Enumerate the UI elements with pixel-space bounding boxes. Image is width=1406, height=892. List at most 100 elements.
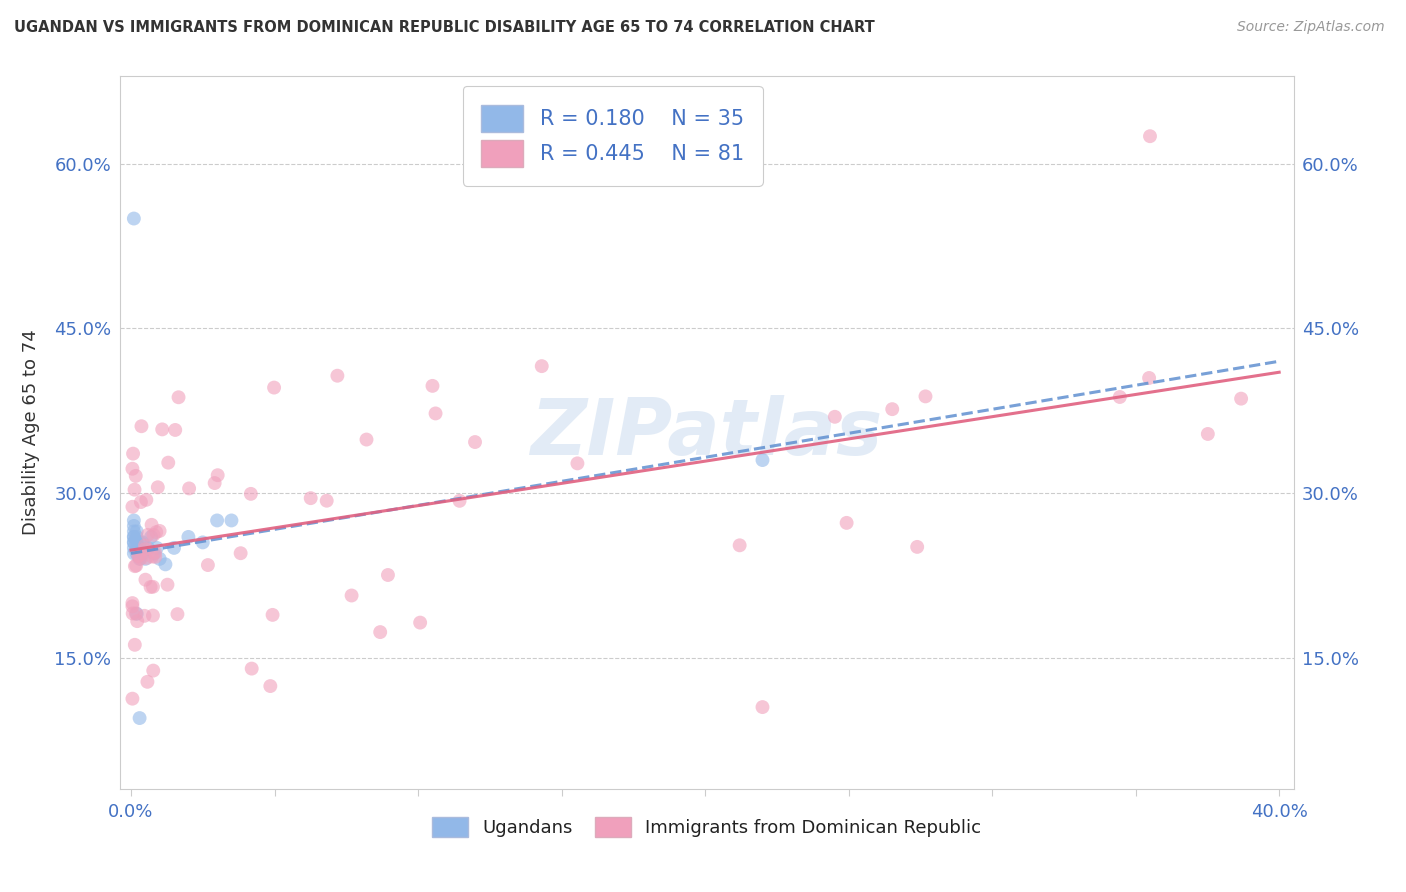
Point (315, 493, 337, 508)
Point (128, 711, 150, 725)
Point (134, 573, 156, 587)
Point (751, 700, 773, 714)
Point (125, 558, 148, 573)
Text: ZIPatlas: ZIPatlas (530, 394, 883, 471)
Legend: Ugandans, Immigrants from Dominican Republic: Ugandans, Immigrants from Dominican Repu… (425, 809, 988, 845)
Point (149, 552, 172, 566)
Point (204, 476, 226, 491)
Point (422, 379, 444, 393)
Point (141, 549, 163, 564)
Point (530, 359, 553, 373)
Point (122, 513, 145, 527)
Point (882, 402, 904, 417)
Point (165, 423, 187, 437)
Point (1139, 129, 1161, 144)
Point (122, 211, 145, 226)
Point (1230, 392, 1253, 406)
Point (125, 541, 148, 555)
Point (124, 483, 146, 497)
Point (191, 535, 214, 549)
Point (259, 679, 281, 693)
Point (122, 447, 145, 461)
Point (197, 558, 219, 572)
Point (127, 549, 149, 564)
Point (146, 480, 169, 494)
Point (263, 381, 285, 395)
Point (449, 493, 471, 508)
Point (122, 530, 145, 544)
Point (728, 538, 751, 552)
Point (121, 607, 143, 621)
Point (125, 546, 148, 560)
Point (139, 580, 162, 594)
Point (134, 539, 156, 553)
Y-axis label: Disability Age 65 to 74: Disability Age 65 to 74 (22, 330, 41, 535)
Point (163, 541, 186, 555)
Point (131, 419, 153, 434)
Point (122, 546, 145, 560)
Point (136, 674, 159, 689)
Point (142, 664, 165, 678)
Point (146, 541, 169, 555)
Point (124, 638, 146, 652)
Point (368, 625, 391, 640)
Point (239, 487, 262, 501)
Point (134, 552, 156, 566)
Point (262, 607, 284, 622)
Point (567, 456, 589, 470)
Point (124, 559, 146, 574)
Point (156, 577, 179, 591)
Point (143, 549, 166, 564)
Point (122, 524, 145, 539)
Point (128, 549, 150, 563)
Point (129, 551, 152, 566)
Point (326, 368, 349, 383)
Point (134, 608, 156, 623)
Point (221, 513, 243, 527)
Point (125, 524, 148, 539)
Point (125, 535, 148, 549)
Point (128, 535, 150, 549)
Point (122, 530, 145, 544)
Point (155, 558, 177, 572)
Point (136, 528, 159, 542)
Point (177, 530, 200, 544)
Text: UGANDAN VS IMMIGRANTS FROM DOMINICAN REPUBLIC DISABILITY AGE 65 TO 74 CORRELATIO: UGANDAN VS IMMIGRANTS FROM DOMINICAN REP… (14, 20, 875, 35)
Point (905, 540, 928, 554)
Point (166, 607, 188, 621)
Point (824, 409, 846, 424)
Point (121, 599, 143, 614)
Point (142, 608, 165, 623)
Point (127, 614, 149, 628)
Point (142, 546, 165, 560)
Point (205, 513, 228, 527)
Point (131, 546, 153, 560)
Point (1137, 371, 1160, 385)
Point (136, 541, 159, 555)
Point (299, 491, 322, 505)
Point (425, 406, 447, 420)
Point (835, 516, 858, 530)
Point (142, 528, 165, 542)
Point (377, 568, 399, 582)
Point (207, 468, 229, 483)
Point (129, 495, 152, 509)
Point (121, 596, 143, 610)
Point (229, 546, 252, 560)
Point (145, 525, 167, 540)
Point (409, 615, 432, 630)
Point (125, 469, 148, 483)
Point (136, 550, 159, 565)
Point (121, 691, 143, 706)
Point (751, 453, 773, 467)
Point (122, 519, 145, 533)
Text: Source: ZipAtlas.com: Source: ZipAtlas.com (1237, 20, 1385, 34)
Point (142, 580, 165, 594)
Point (131, 535, 153, 549)
Point (122, 535, 145, 549)
Point (157, 456, 180, 470)
Point (128, 541, 150, 555)
Point (128, 552, 150, 566)
Point (122, 535, 145, 549)
Point (340, 589, 363, 603)
